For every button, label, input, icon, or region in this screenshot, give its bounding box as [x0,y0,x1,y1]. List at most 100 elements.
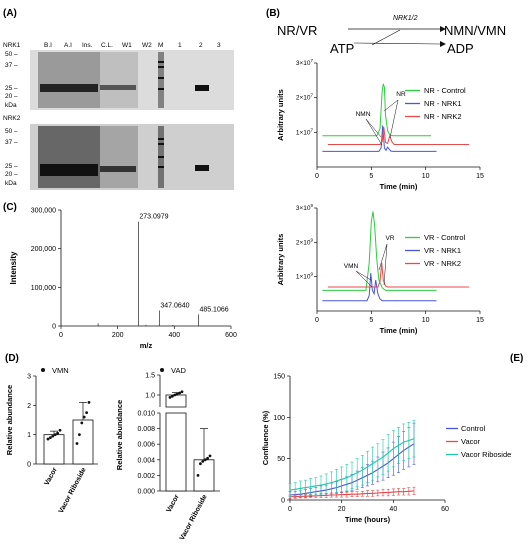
data-point [196,474,200,477]
x-tick-label: 0 [315,317,319,324]
mass-spectrum: 0 200 400 600 0 100,000 200,000 300,000 m/z Inten… [9,208,237,351]
y-axis-title: Confluence (%) [261,410,270,465]
x-category-label: Vacor Riboside [58,467,88,515]
marker-label: 37 – [5,139,18,146]
vmn-bar-chart: 0 1 2 3 Relative abundance VMN Vacor Vacor Ribo… [5,366,98,515]
annotation-pointer [355,270,373,288]
gel-image-nrk1 [30,50,234,110]
panel-e-letter: (E) [510,353,523,364]
annotation-pointer [365,118,382,138]
x-axis-title: m/z [140,341,153,350]
annotation-pointer [378,243,388,271]
y-tick-label: 0.010 [137,411,155,418]
series-line [322,211,437,291]
y-tick-label: 1 [27,432,31,439]
marker-label: 25 – [5,85,18,92]
y-tick-label: 2×107 [296,93,314,102]
data-point [206,456,210,460]
reaction-cofactor-out: ADP [447,41,474,56]
lane-label: C.L. [101,42,113,49]
confluence-chart: 0 20 40 60 0 50 100 150 Time (hours) Confluence (… [261,374,511,525]
reaction-cofactor-in: ATP [330,41,354,56]
y-tick-label: 300,000 [31,208,56,215]
x-category-label: Vacor [44,466,59,486]
y-tick-label: 100,000 [31,285,56,292]
reaction-enzyme: NRK1/2 [393,15,418,22]
y-tick-label: 2×109 [296,237,314,246]
peak-annotation: VMN [344,263,359,270]
y-tick-label: 3×107 [296,58,314,67]
data-point [171,394,174,398]
data-point [49,436,52,439]
y-tick-label: 0.000 [137,489,155,496]
data-point [173,393,177,397]
marker-label: 37 – [5,62,18,69]
nr-chromatogram: 0 5 10 15 1×107 2×107 3×107 Time (min) Arbitrary… [276,58,484,191]
reaction-substrate: NR/VR [277,23,317,38]
marker-label: 25 – [5,163,18,170]
marker-label: 50 – [5,51,18,58]
series-line [322,125,437,152]
marker-label: 50 – [5,128,18,135]
x-tick-label: 5 [369,317,373,324]
annotation-pointer [389,99,399,139]
y-tick-label: 50 [277,456,285,463]
data-point [208,454,212,458]
data-point [199,462,202,466]
y-tick-label: 0.006 [137,442,155,449]
y-tick-label: 150 [273,374,285,381]
lane-label: W1 [122,42,132,49]
y-tick-label: 0.004 [137,457,155,464]
y-axis-title: Arbitrary units [276,234,285,286]
marker-label: 20 – [5,171,18,178]
data-point [168,396,172,399]
y-tick-label: 100 [273,415,285,422]
gel-label-nrk2: NRK2 [3,115,21,122]
data-point [87,401,91,404]
data-point [201,459,205,463]
x-category-label: Vacor [166,493,181,513]
lane-label: 2 [199,42,203,49]
y-tick-label: 1×107 [296,127,314,136]
peak-annotation: NR [396,91,406,98]
y-tick-label: 0.008 [137,426,155,433]
legend-label: Vacor [461,437,481,446]
gel-lane-labels: B.I A.I Ins. C.L. W1 W2 M 1 2 3 [44,42,221,49]
x-tick-label: 40 [389,506,397,513]
x-tick-label: 200 [112,332,124,339]
x-axis-title: Time (hours) [345,515,391,524]
x-axis-title: Time (min) [380,182,418,191]
reaction-scheme: NR/VR NRK1/2 NMN/VMN ATP ADP [277,15,506,56]
y-tick-label: 1×109 [296,272,314,281]
annotation-pointer [355,270,372,281]
x-tick-label: 60 [441,506,449,513]
x-tick-label: 15 [476,173,484,180]
legend-label: VR - NRK1 [424,246,461,255]
y-axis-title: Arbitrary units [276,89,285,141]
x-axis-title: Time (min) [380,326,418,335]
lane-label: W2 [142,42,152,49]
x-tick-label: 400 [168,332,180,339]
panel-c-letter: (C) [3,202,17,213]
x-tick-label: 0 [59,332,63,339]
vad-bar-chart: 1.0 1.5 0.000 0.002 0.004 0.006 0.008 0.010 Rela… [115,366,220,542]
lane-label: M [158,42,163,49]
data-point [46,437,50,441]
marker-label: 20 – [5,93,18,100]
x-tick-label: 600 [225,332,237,339]
x-tick-label: 0 [315,173,319,180]
y-tick-label: 0 [27,462,31,469]
lane-label: B.I [44,42,52,49]
peak-annotation: VR [385,235,394,242]
lane-label: Ins. [82,42,93,49]
peak-label: 273.0979 [139,214,168,221]
y-axis-title: Intensity [9,251,18,284]
data-point [178,391,182,395]
y-tick-label: 0 [281,498,285,505]
data-point [53,433,57,437]
x-tick-label: 5 [369,173,373,180]
y-axis-title: Relative abundance [115,400,124,470]
data-point [51,434,55,438]
gel-image-nrk2 [30,124,234,190]
